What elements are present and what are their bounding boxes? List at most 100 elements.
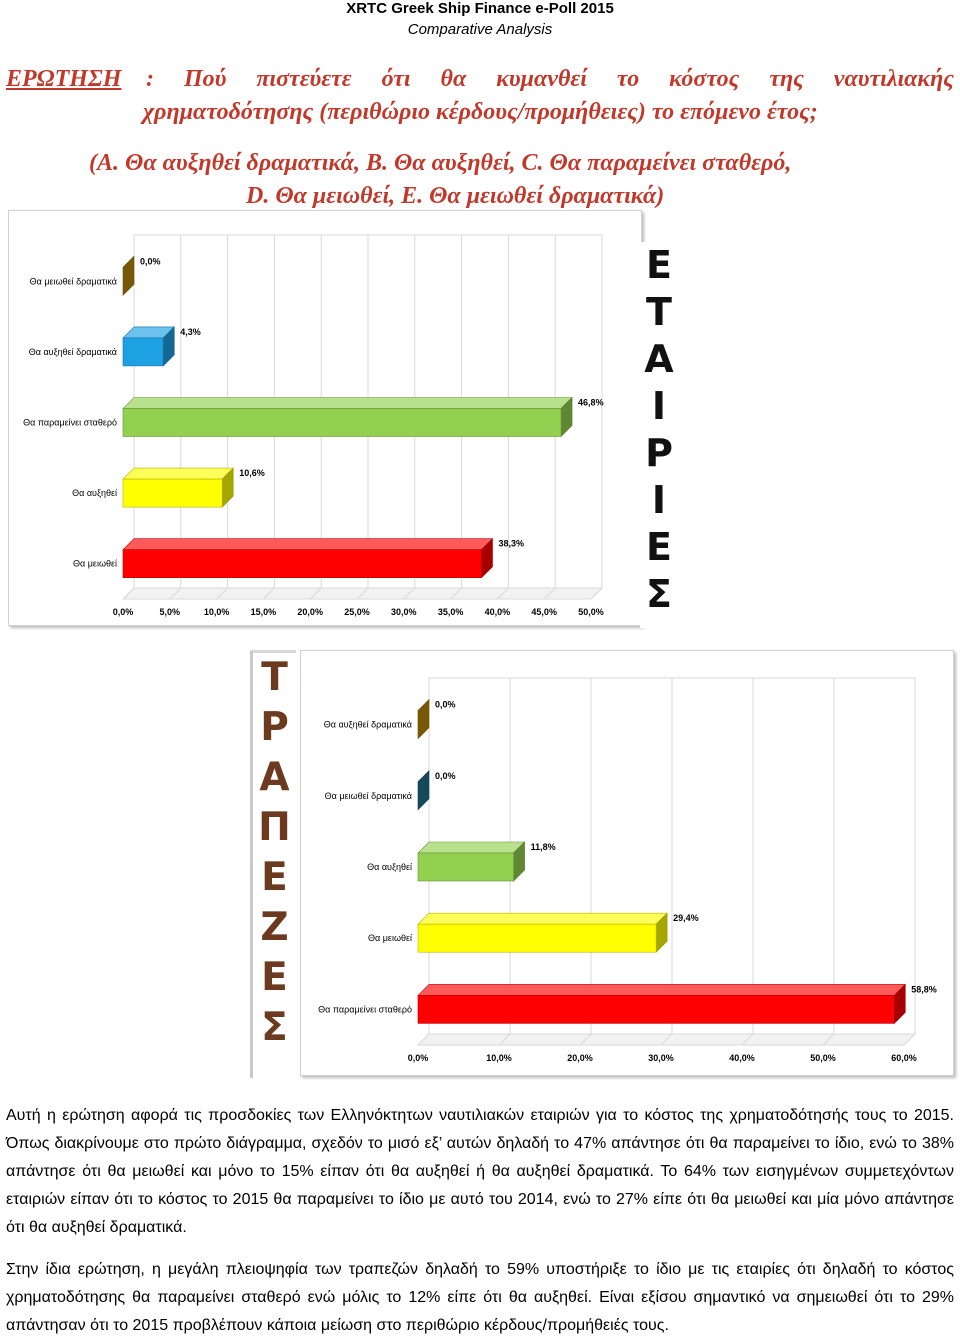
companies-x-tick-label: 20,0% xyxy=(297,607,323,617)
companies-x-tick-label: 45,0% xyxy=(531,607,557,617)
companies-bar-top xyxy=(122,397,573,409)
banks-bar-front xyxy=(417,852,514,882)
banks-bar xyxy=(417,698,430,740)
companies-letter-2: Τ xyxy=(646,290,672,334)
analysis-paragraph-2: Στην ίδια ερώτηση, η μεγάλη πλειοψηφία τ… xyxy=(6,1261,954,1334)
companies-x-tick-label: 5,0% xyxy=(160,607,181,617)
companies-value-label: 0,0% xyxy=(140,256,161,266)
question-options-line2: D. Θα μειωθεί, E. Θα μειωθεί δραματικά) xyxy=(246,183,665,209)
companies-bar-side xyxy=(122,255,135,297)
companies-bar xyxy=(122,467,234,508)
banks-bar-top xyxy=(417,841,526,854)
companies-value-label: 46,8% xyxy=(578,398,604,408)
companies-bar-top xyxy=(122,538,494,551)
companies-floor-gridline xyxy=(356,587,369,600)
banks-letter-4: Π xyxy=(258,805,291,850)
banks-x-tick-label: 20,0% xyxy=(567,1053,593,1063)
companies-category-label: Θα αυξηθεί xyxy=(72,488,117,498)
companies-x-tick-label: 40,0% xyxy=(485,607,511,617)
banks-bar-front xyxy=(417,995,895,1024)
banks-bar xyxy=(417,770,430,811)
banks-floor-gridline xyxy=(498,1033,511,1046)
companies-bar-front xyxy=(122,337,164,367)
companies-bar xyxy=(122,326,175,367)
banks-floor-gridline xyxy=(660,1033,673,1046)
companies-category-label: Θα αυξηθεί δραματικά xyxy=(29,347,117,357)
banks-chart-svg: 0,0% 10,0% 20,0% 30,0% 40,0% 50,0% 60,0% Θα αυξ… xyxy=(318,677,937,1063)
companies-vertical-label: Ε Τ Α Ι Ρ Ι Ε Σ xyxy=(640,242,678,628)
companies-floor-gridline xyxy=(590,587,603,600)
question-label: ΕΡΩΤΗΣΗ xyxy=(6,66,122,92)
banks-bar-side xyxy=(417,770,430,811)
companies-x-tick-label: 25,0% xyxy=(344,607,370,617)
companies-floor-gridline xyxy=(263,587,275,600)
companies-floor-gridline xyxy=(403,587,416,600)
companies-bar xyxy=(122,396,573,438)
banks-letter-3: Α xyxy=(259,755,290,800)
analysis-paragraph-1: Αυτή η ερώτηση αφορά τις προσδοκίες των … xyxy=(6,1107,954,1236)
companies-floor-gridline xyxy=(497,587,509,600)
companies-category-label: Θα μειωθεί xyxy=(73,559,117,569)
banks-category-label: Θα μειωθεί xyxy=(368,933,412,943)
banks-floor-gridline xyxy=(417,1033,430,1046)
question-options-line1: (A. Θα αυξηθεί δραματικά, B. Θα αυξηθεί,… xyxy=(89,150,792,176)
companies-bar-front xyxy=(122,408,562,437)
banks-x-tick-label: 10,0% xyxy=(486,1053,512,1063)
banks-letter-5: Ε xyxy=(261,855,288,900)
banks-category-label: Θα αυξηθεί xyxy=(367,862,412,872)
companies-value-label: 4,3% xyxy=(180,327,201,337)
banks-value-label: 29,4% xyxy=(673,913,699,923)
page-title: XRTC Greek Ship Finance e-Poll 2015 xyxy=(346,0,614,17)
banks-vertical-label: Τ Ρ Α Π Ε Ζ Ε Σ xyxy=(250,650,296,1078)
companies-category-label: Θα μειωθεί δραματικά xyxy=(30,276,117,286)
banks-floor-gridline xyxy=(741,1033,754,1046)
banks-bar-top xyxy=(417,984,907,996)
companies-chart: 0,0% 5,0% 10,0% 15,0% 20,0% 25,0% 30,0% 35,0% 40… xyxy=(8,210,642,626)
companies-x-tick-label: 50,0% xyxy=(578,607,604,617)
banks-value-label: 0,0% xyxy=(435,700,456,710)
companies-x-tick-label: 15,0% xyxy=(251,607,277,617)
companies-x-tick-label: 0,0% xyxy=(113,607,134,617)
banks-floor-gridline xyxy=(903,1033,916,1046)
banks-chart: 0,0% 10,0% 20,0% 30,0% 40,0% 50,0% 60,0% Θα αυξ… xyxy=(300,650,954,1076)
companies-letter-5: Ρ xyxy=(645,431,673,475)
banks-category-label: Θα μειωθεί δραματικά xyxy=(325,791,412,801)
companies-letter-3: Α xyxy=(644,337,674,381)
companies-floor-gridline xyxy=(309,587,322,600)
banks-bar-front xyxy=(417,923,657,953)
companies-x-tick-label: 30,0% xyxy=(391,607,417,617)
companies-letter-7: Ε xyxy=(646,525,672,569)
banks-letter-1: Τ xyxy=(261,655,288,700)
companies-floor-gridline xyxy=(216,587,228,600)
banks-x-tick-label: 30,0% xyxy=(648,1053,674,1063)
banks-bar xyxy=(417,912,668,953)
banks-category-label: Θα παραμείνει σταθερό xyxy=(318,1004,412,1014)
companies-bar xyxy=(122,255,135,297)
companies-letter-4: Ι xyxy=(651,384,667,428)
companies-floor-gridline xyxy=(122,587,135,600)
companies-floor-gridline xyxy=(169,587,182,600)
companies-letter-8: Σ xyxy=(646,572,672,616)
banks-bar xyxy=(417,841,526,882)
question-text-line2: χρηματοδότησης (περιθώριο κέρδους/προμήθ… xyxy=(143,99,818,125)
companies-value-label: 10,6% xyxy=(239,468,265,478)
banks-floor-gridline xyxy=(579,1033,592,1046)
companies-floor-gridline xyxy=(543,587,556,600)
banks-letter-8: Σ xyxy=(261,1005,288,1050)
companies-bar-front xyxy=(122,478,223,508)
companies-category-label: Θα παραμείνει σταθερό xyxy=(23,418,117,428)
banks-bar xyxy=(417,983,907,1025)
companies-bar-top xyxy=(122,467,234,480)
banks-x-tick-label: 0,0% xyxy=(408,1053,429,1063)
companies-floor-gridline xyxy=(450,587,462,600)
question-text-line1: : Πού πιστεύετε ότι θα κυμανθεί το κόστο… xyxy=(146,66,954,92)
banks-value-label: 0,0% xyxy=(435,771,456,781)
companies-x-tick-label: 10,0% xyxy=(204,607,230,617)
banks-x-tick-label: 50,0% xyxy=(810,1053,836,1063)
companies-chart-svg: 0,0% 5,0% 10,0% 15,0% 20,0% 25,0% 30,0% 35,0% 40… xyxy=(23,234,604,617)
companies-letter-1: Ε xyxy=(646,243,672,287)
banks-category-label: Θα αυξηθεί δραματικά xyxy=(324,720,412,730)
page-subtitle: Comparative Analysis xyxy=(407,21,553,38)
companies-letter-6: Ι xyxy=(651,478,667,522)
banks-x-tick-label: 40,0% xyxy=(729,1053,755,1063)
